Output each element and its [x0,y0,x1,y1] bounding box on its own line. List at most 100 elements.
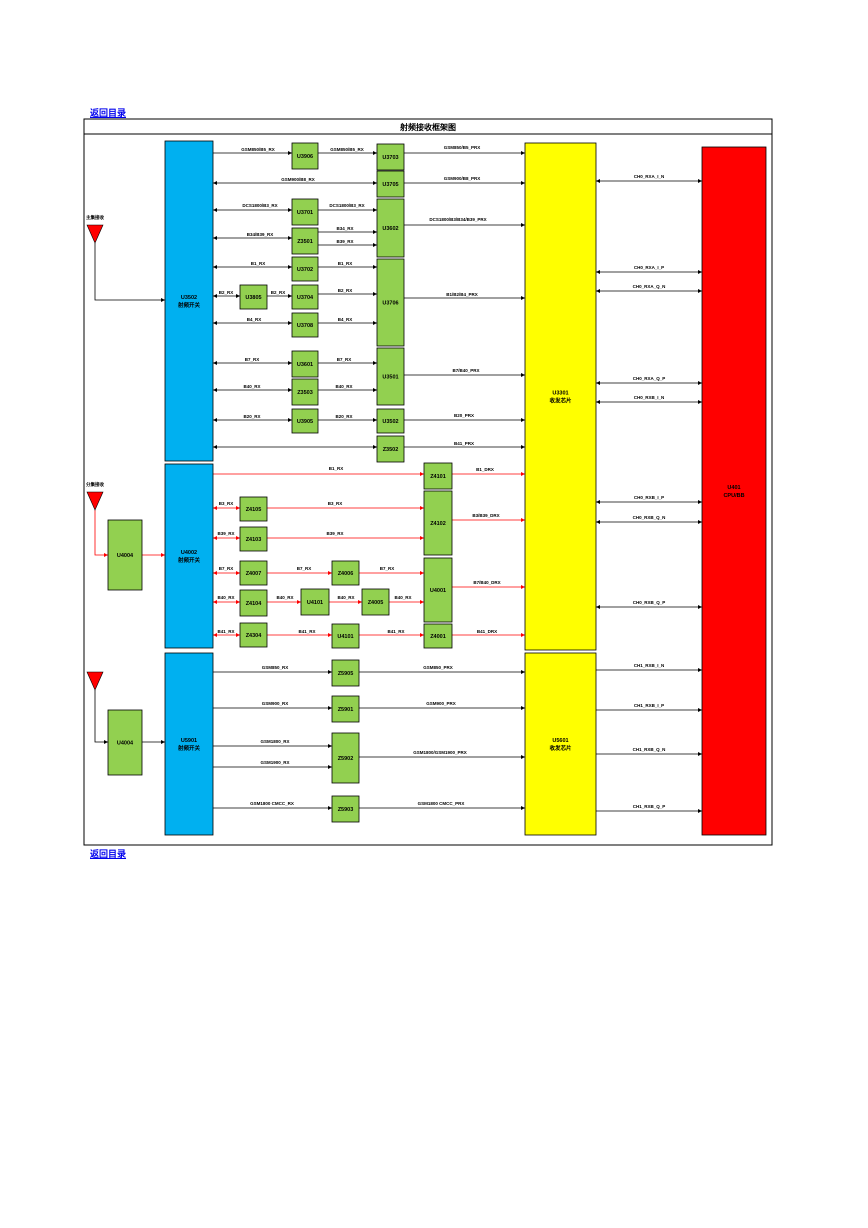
filter-z5901-label: Z5901 [338,707,354,713]
filter-u3708: U3708 [291,312,319,338]
signal-label: B1_DRX [476,467,494,472]
transceiver-u5601-label: 收发芯片 [549,744,572,752]
filter-z5902-label: Z5902 [338,756,354,762]
transceiver-u3301-label: U3301 [552,391,568,397]
signal-label: B20_PRX [454,413,474,418]
signal-label: DCS1800/B3/B34/B39_PRX [429,217,486,222]
rf-switch-u3502-label: 射频开关 [177,301,201,309]
signal-label: B39_RX [326,531,343,536]
filter-z4304-label: Z4304 [246,633,263,639]
filter-z4005: Z4005 [361,588,390,616]
signal-label: B41_PRX [454,441,474,446]
signal-label: B40_RX [276,595,293,600]
signal-label: CH0_RXA_I_N [634,174,665,179]
rf-switch-u5901-label: U5901 [181,738,197,744]
signal-label: B41_RX [298,629,315,634]
block-u4004-gsm-label: U4004 [117,741,134,747]
filter-z3501: Z3501 [291,227,319,255]
filter-z4103: Z4103 [239,526,268,552]
signal-label: CH1_RXB_I_P [634,703,664,708]
filter-z4006: Z4006 [331,560,360,586]
filter-z4005-label: Z4005 [368,600,384,606]
filter-u3705-label: U3705 [382,182,398,188]
filter-u3501: U3501 [376,347,405,406]
filter-u4101b: U4101 [331,623,360,649]
signal-label: B20_RX [243,414,260,419]
signal-label: CH1_RXB_Q_N [633,747,666,752]
signal-label: B2_RX [338,288,353,293]
signal-label: B4_RX [247,317,262,322]
signal-label: GSM1900_RX [260,760,289,765]
back-to-contents-link-top[interactable]: 返回目录 [90,108,127,118]
filter-u3708-label: U3708 [297,323,313,329]
filter-u4101b-label: U4101 [337,634,353,640]
signal-label: DCS1800/B3_RX [329,203,364,208]
filter-z5902: Z5902 [331,732,360,784]
filter-u3706: U3706 [376,258,405,347]
signal-label: CH0_RXB_I_N [634,395,665,400]
filter-u3703-label: U3703 [382,155,398,161]
filter-u3703: U3703 [376,143,405,171]
filter-u3701: U3701 [291,198,319,226]
block-u4004-div-label: U4004 [117,553,134,559]
filter-u3906: U3906 [291,142,319,170]
filter-z5905: Z5905 [331,659,360,687]
diversity-antenna-label: 分集接收 [86,481,104,488]
main-antenna-feed [94,243,165,302]
main-antenna: 主集接收 [86,214,104,244]
rf-switch-u3502-label: U3502 [181,295,197,301]
filter-u4101: U4101 [300,588,330,616]
filter-z3502: Z3502 [376,435,405,463]
filter-z4105: Z4105 [239,496,268,522]
signal-label: B2_RX [271,290,286,295]
filter-z4101-label: Z4101 [430,474,446,480]
filter-z4103-label: Z4103 [246,537,262,543]
signal-label: B7_RX [219,566,234,571]
filter-z4105-label: Z4105 [246,507,262,513]
cpu-u401-label: U401 [727,485,740,491]
filter-z3502-label: Z3502 [383,447,399,453]
signal-label: CH1_RXB_I_N [634,663,665,668]
filter-u3704: U3704 [291,284,319,310]
rf-switch-u4002-label: U4002 [181,550,197,556]
filter-z5905-label: Z5905 [338,671,354,677]
back-to-contents-link-bottom[interactable]: 返回目录 [90,849,127,859]
signal-label: B3_RX [328,501,343,506]
signal-label: GSM1800_RX [260,739,289,744]
filter-z4001: Z4001 [423,623,453,649]
diversity-antenna: 分集接收 [86,481,104,511]
main-antenna-label: 主集接收 [86,214,104,221]
signal-label: B7/B40_PRX [452,368,479,373]
signal-label: GSM850/B5_PRX [444,145,481,150]
signal-label: CH0_RXB_Q_P [633,600,666,605]
filter-z3503-label: Z3503 [297,390,313,396]
filter-u3502: U3502 [376,408,405,434]
filter-u3702: U3702 [291,256,319,282]
filter-z4104-label: Z4104 [246,601,263,607]
diagram-title: 射频接收框架图 [399,122,456,132]
signal-label: GSM900_RX [262,701,289,706]
filter-u3704-label: U3704 [297,295,314,301]
filter-z4007-label: Z4007 [246,571,262,577]
block-u4004-div: U4004 [107,519,143,591]
filter-u4101-label: U4101 [307,600,323,606]
signal-label: B40_RX [337,595,354,600]
signal-label: CH0_RXB_Q_N [633,515,666,520]
signal-label: GSM850_PRX [423,665,453,670]
signal-label: B40_RX [335,384,352,389]
signal-label: B41_RX [217,629,234,634]
diversity-antenna-feed [94,510,108,557]
signal-label: B41_DRX [477,629,497,634]
filter-z4304: Z4304 [239,622,268,648]
filter-u3601-label: U3601 [297,362,313,368]
signal-label: B4_RX [338,317,353,322]
signal-label: GSM900_PRX [426,701,456,706]
signal-label: B3_RX [219,501,234,506]
filter-z4001-label: Z4001 [430,634,446,640]
filter-z5903-label: Z5903 [338,807,354,813]
signal-label: B40_RX [394,595,411,600]
